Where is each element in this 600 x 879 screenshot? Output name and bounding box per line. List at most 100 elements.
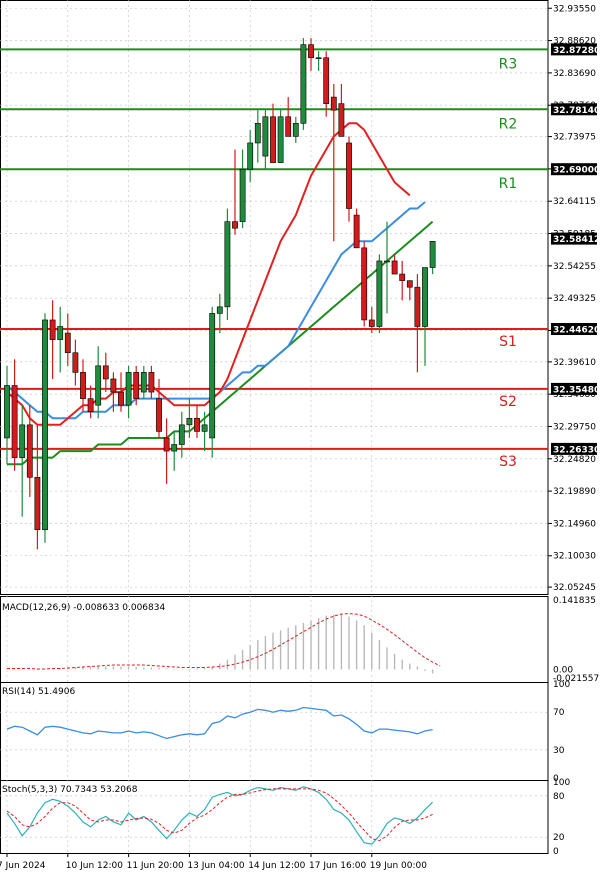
candle-body: [57, 326, 64, 340]
macd-signal-line: [7, 613, 441, 670]
price-tick-label: 32.73975: [553, 133, 596, 143]
candle-body: [239, 168, 246, 222]
candles: [4, 38, 436, 550]
price-tick-label: 32.05245: [553, 583, 596, 593]
candle-body: [140, 372, 147, 393]
time-tick-label: 19 Jun 00:00: [370, 861, 427, 871]
candle-body: [406, 280, 413, 288]
level-label-s2: S2: [499, 394, 517, 410]
price-tick-label: 32.64115: [553, 197, 596, 207]
macd-panel: MACD(12,26,9) -0.008633 0.006834: [2, 603, 441, 674]
candle-body: [292, 123, 299, 137]
candle-body: [102, 365, 109, 380]
level-label-r3: R3: [499, 56, 518, 72]
stoch-scale-label: 80: [553, 792, 565, 802]
panel-frame-0: [0, 0, 549, 595]
candle-body: [361, 247, 368, 321]
stoch-panel: Stoch(5,3,3) 70.7343 53.2068: [0, 785, 548, 845]
stoch-scale-label: 20: [553, 833, 565, 843]
candle-body: [156, 398, 162, 432]
candle-body: [353, 214, 360, 249]
candle-body: [95, 365, 102, 406]
rsi-scale-label: 30: [553, 746, 565, 756]
candle-body: [338, 103, 345, 137]
rsi-scale-label: 70: [553, 708, 565, 718]
level-price-tag-label: 32.87280: [553, 46, 600, 56]
price-tick-label: 32.29750: [553, 422, 596, 432]
level-price-tag-label: 32.35480: [553, 385, 600, 395]
candle-body: [429, 240, 436, 268]
macd-label: MACD(12,26,9) -0.008633 0.006834: [2, 603, 165, 613]
level-label-s3: S3: [499, 454, 517, 470]
candle-body: [277, 116, 284, 163]
stoch-label: Stoch(5,3,3) 70.7343 53.2068: [2, 785, 138, 795]
stoch-scale-label: 0: [553, 847, 559, 857]
level-price-tag: [551, 442, 597, 455]
rsi-scale-label: 100: [553, 680, 570, 690]
time-tick-label: 17 Jun 16:00: [309, 861, 366, 871]
stoch-k-line: [6, 786, 434, 845]
candle-body: [80, 372, 86, 399]
candle-body: [422, 267, 428, 327]
candle-body: [232, 221, 238, 229]
candle-body: [254, 123, 261, 144]
candle-body: [42, 319, 48, 531]
stoch-d-line: [6, 788, 433, 842]
candle-body: [148, 372, 155, 393]
rsi-line: [6, 706, 433, 740]
candle-body: [133, 372, 140, 399]
time-tick-label: 13 Jun 04:00: [187, 861, 244, 871]
time-tick-label: 14 Jun 12:00: [248, 861, 305, 871]
candle-body: [171, 444, 178, 452]
candle-body: [72, 352, 79, 373]
candle-body: [368, 319, 375, 327]
price-axis: 32.9355032.8862032.8369032.7876032.73975…: [548, 4, 600, 857]
price-tick-label: 32.93550: [553, 4, 596, 14]
price-tick-label: 32.19890: [553, 487, 596, 497]
rsi-panel: RSI(14) 51.4906: [0, 687, 548, 751]
candle-body: [300, 44, 307, 124]
candle-body: [11, 385, 18, 458]
candle-body: [323, 57, 330, 104]
level-price-tag: [551, 323, 597, 336]
candle-body: [110, 378, 117, 393]
macd-scale-label: 0.141835: [553, 596, 596, 606]
candle-body: [19, 424, 26, 458]
current-price-label: 32.58412: [553, 235, 600, 245]
macd-scale-label: -0.021557: [553, 674, 599, 684]
time-tick-label: 11 Jun 20:00: [127, 861, 184, 871]
panel-frame-3: [0, 780, 549, 854]
level-label-r2: R2: [499, 116, 518, 132]
price-tick-label: 32.88620: [553, 37, 596, 47]
level-price-tag-label: 32.78140: [553, 106, 600, 116]
price-tick-label: 32.34680: [553, 390, 596, 400]
candle-body: [247, 142, 254, 170]
candle-body: [224, 221, 231, 308]
candle-body: [414, 286, 421, 327]
time-axis: 7 Jun 2024 10 Jun 12:00 11 Jun 20:00 13 Jun…: [0, 853, 427, 871]
pivot-levels: R3 R2 R1 S1 S2 S3: [0, 48, 548, 470]
candle-body: [34, 476, 41, 531]
level-price-tag-label: 32.69000: [553, 166, 600, 176]
candle-body: [346, 142, 352, 209]
price-tick-label: 32.49325: [553, 294, 596, 304]
time-tick-label: 7 Jun 2024: [0, 861, 46, 871]
level-price-tag: [551, 382, 597, 395]
candle-body: [270, 116, 276, 163]
panel-frame-2: [0, 682, 549, 781]
candle-body: [87, 398, 94, 413]
price-tick-label: 32.54255: [553, 262, 596, 272]
candle-body: [216, 306, 223, 314]
rsi-label: RSI(14) 51.4906: [2, 687, 75, 697]
candle-body: [194, 417, 200, 432]
ma-green-line: [7, 220, 434, 466]
candle-body: [384, 260, 390, 263]
candle-body: [4, 385, 10, 439]
level-price-tag: [551, 103, 597, 116]
candle-body: [163, 437, 170, 452]
time-tick-label: 10 Jun 12:00: [66, 861, 123, 871]
candle-body: [118, 391, 124, 406]
candle-body: [201, 424, 208, 432]
price-tick-label: 32.83690: [553, 69, 596, 79]
candle-body: [391, 260, 398, 275]
